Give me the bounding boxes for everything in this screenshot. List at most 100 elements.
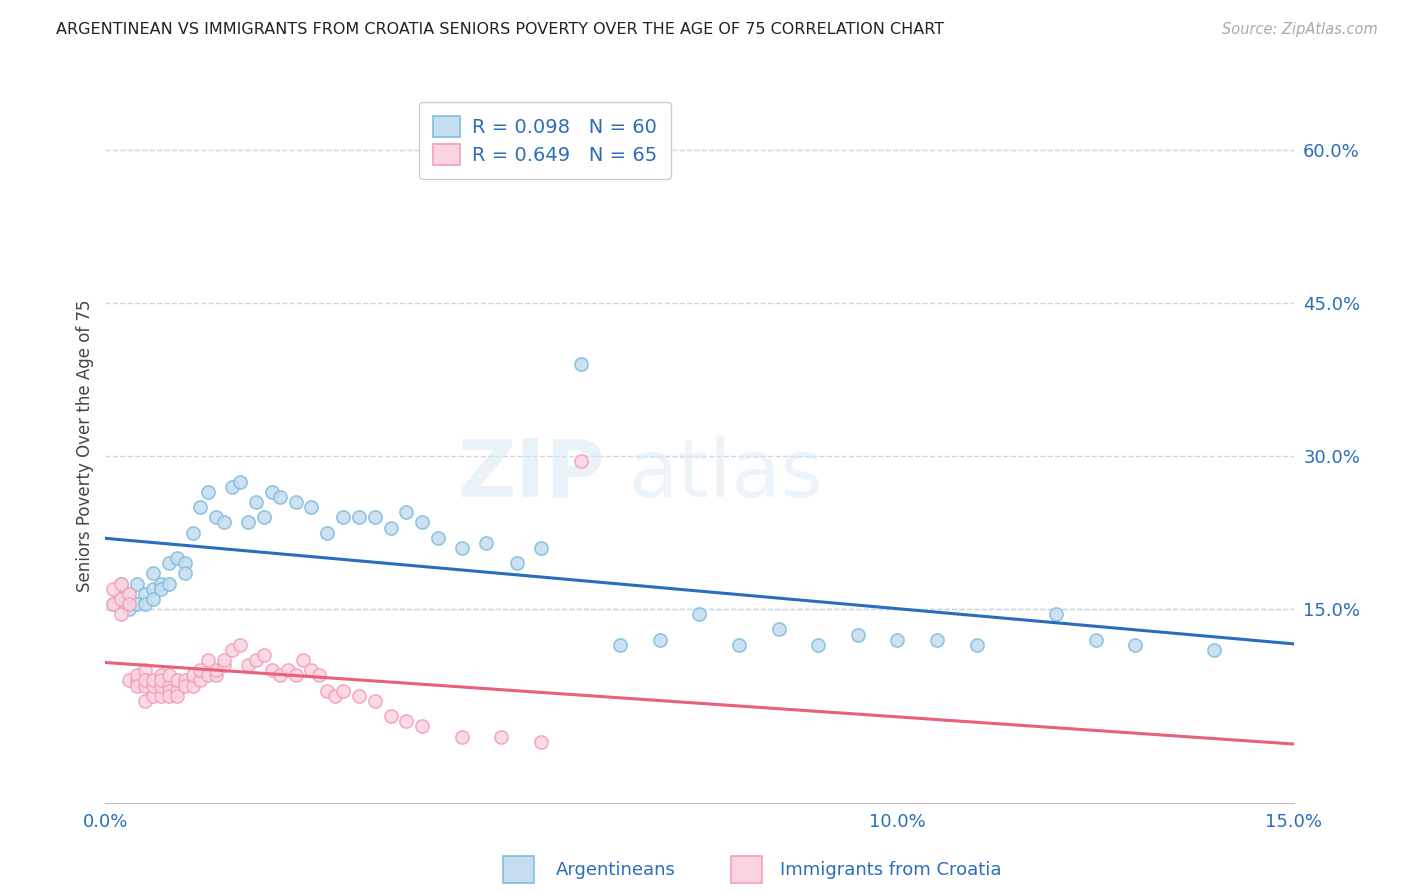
Point — [648, 632, 671, 647]
Point — [1123, 638, 1146, 652]
Point — [269, 490, 291, 504]
Point — [229, 638, 252, 652]
Point — [173, 673, 195, 688]
Point — [142, 591, 165, 606]
Point — [846, 627, 869, 641]
Point — [925, 632, 948, 647]
Point — [142, 689, 165, 703]
Point — [347, 510, 370, 524]
Text: Argentineans: Argentineans — [555, 861, 675, 879]
Point — [166, 673, 188, 688]
Point — [110, 576, 132, 591]
Point — [229, 475, 252, 489]
Point — [190, 673, 212, 688]
Point — [530, 541, 553, 555]
Point — [214, 653, 236, 667]
Point — [450, 541, 472, 555]
Point — [364, 510, 387, 524]
Point — [689, 607, 711, 622]
Point — [134, 587, 156, 601]
Point — [380, 520, 402, 534]
Point — [569, 454, 592, 468]
Point — [166, 683, 188, 698]
Point — [157, 556, 180, 570]
Point — [411, 719, 433, 733]
Text: atlas: atlas — [628, 435, 823, 514]
Point — [728, 638, 751, 652]
Point — [110, 591, 132, 606]
Point — [149, 689, 172, 703]
Point — [166, 689, 188, 703]
Point — [127, 668, 149, 682]
Point — [157, 679, 180, 693]
Point — [127, 679, 149, 693]
Point — [118, 597, 141, 611]
Point — [221, 480, 243, 494]
Legend: R = 0.098   N = 60, R = 0.649   N = 65: R = 0.098 N = 60, R = 0.649 N = 65 — [419, 103, 671, 179]
Point — [491, 730, 513, 744]
Point — [284, 495, 307, 509]
Point — [530, 734, 553, 748]
Point — [260, 663, 283, 677]
Point — [157, 689, 180, 703]
Point — [214, 658, 236, 673]
Point — [427, 531, 450, 545]
Point — [474, 536, 496, 550]
Point — [149, 576, 172, 591]
Point — [205, 668, 228, 682]
Point — [380, 709, 402, 723]
Text: Immigrants from Croatia: Immigrants from Croatia — [780, 861, 1002, 879]
Point — [127, 576, 149, 591]
Point — [807, 638, 830, 652]
Point — [609, 638, 631, 652]
Text: Source: ZipAtlas.com: Source: ZipAtlas.com — [1222, 22, 1378, 37]
Point — [103, 597, 125, 611]
Point — [308, 668, 330, 682]
Point — [134, 679, 156, 693]
Point — [411, 516, 433, 530]
Point — [253, 510, 276, 524]
Point — [118, 587, 141, 601]
Point — [236, 516, 259, 530]
Point — [103, 597, 125, 611]
Point — [149, 679, 172, 693]
Point — [197, 668, 219, 682]
Point — [245, 495, 267, 509]
Point — [364, 694, 387, 708]
Point — [1045, 607, 1067, 622]
Point — [260, 484, 283, 499]
Point — [205, 663, 228, 677]
Point — [110, 591, 132, 606]
Point — [221, 643, 243, 657]
Point — [149, 668, 172, 682]
Point — [118, 587, 141, 601]
Text: ZIP: ZIP — [457, 435, 605, 514]
Point — [157, 576, 180, 591]
Point — [142, 673, 165, 688]
Point — [277, 663, 299, 677]
Point — [506, 556, 529, 570]
Point — [127, 673, 149, 688]
Point — [236, 658, 259, 673]
Point — [173, 556, 195, 570]
Text: ARGENTINEAN VS IMMIGRANTS FROM CROATIA SENIORS POVERTY OVER THE AGE OF 75 CORREL: ARGENTINEAN VS IMMIGRANTS FROM CROATIA S… — [56, 22, 945, 37]
Point — [142, 679, 165, 693]
Point — [768, 623, 790, 637]
Point — [127, 597, 149, 611]
Point — [245, 653, 267, 667]
Point — [181, 679, 204, 693]
Point — [149, 582, 172, 596]
Point — [395, 505, 418, 519]
Point — [197, 484, 219, 499]
Point — [149, 673, 172, 688]
Point — [332, 683, 354, 698]
Point — [323, 689, 346, 703]
Point — [269, 668, 291, 682]
Point — [205, 510, 228, 524]
Point — [316, 525, 339, 540]
Point — [157, 668, 180, 682]
Point — [118, 602, 141, 616]
Point — [142, 582, 165, 596]
Point — [253, 648, 276, 662]
Point — [299, 663, 322, 677]
